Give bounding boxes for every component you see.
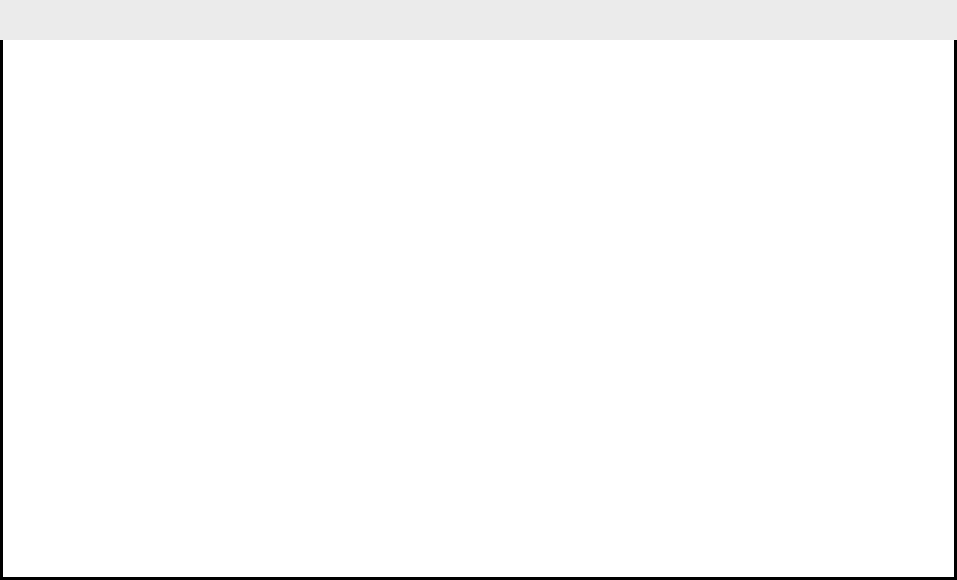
time-axis-labels xyxy=(0,22,957,38)
trace-panel[interactable] xyxy=(0,40,957,580)
event-summary-line xyxy=(0,1,957,21)
event-header xyxy=(0,0,957,40)
